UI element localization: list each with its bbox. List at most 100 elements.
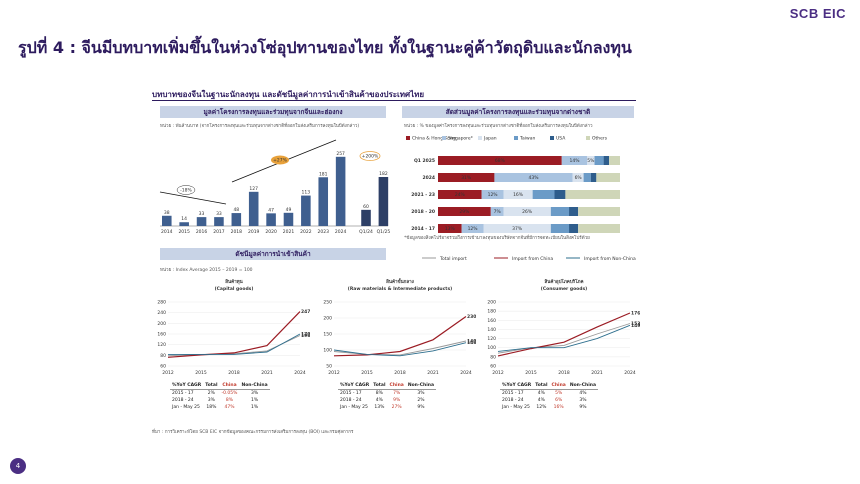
seg-1-3 <box>583 173 591 182</box>
seg-2-4 <box>554 190 566 199</box>
seg-label-2-1: 12% <box>488 192 499 198</box>
end-label-0-0: 247 <box>301 309 310 315</box>
legend-line-label-0: Total import <box>439 256 467 262</box>
legend-swatch-4 <box>550 136 554 140</box>
seg-2-5 <box>565 190 620 199</box>
panel-header-index: ดัชนีมูลค่าการนำเข้าสินค้า <box>160 248 386 260</box>
table-row: 2018 - 24 4% 6% 3% <box>500 397 598 404</box>
end-label-0-1: 196 <box>301 333 310 339</box>
seg-label-0-1: 14% <box>569 158 580 164</box>
end-label-2-0: 176 <box>631 310 640 316</box>
seg-3-3 <box>550 207 570 216</box>
tick-2018: 2018 <box>231 229 243 235</box>
xtick-0-3: 2021 <box>261 370 273 376</box>
ytick-0-1: 240 <box>157 310 166 316</box>
seg-0-1 <box>561 156 588 165</box>
seg-label-3-2: 26% <box>522 209 533 215</box>
chart-title-1: สินค้าขั้นกลาง <box>386 277 414 285</box>
table-header: %YoY CAGR <box>500 382 534 390</box>
bar-2020 <box>266 213 276 226</box>
annotation-3 <box>359 151 381 161</box>
source-note: ที่มา : การวิเคราะห์โดย SCB EIC จากข้อมู… <box>152 430 354 435</box>
series-line-0-1 <box>167 311 301 358</box>
bar-2021 <box>283 212 294 226</box>
chart-title-0: สินค้าทุน <box>225 278 244 285</box>
table-cell: 2015 - 17 <box>502 391 524 396</box>
seg-2-2 <box>503 190 533 199</box>
table-row: 2015 - 17 8% 7% 3% <box>338 390 436 398</box>
seg-3-0 <box>438 207 491 216</box>
row-label-0: Q1 2025 <box>414 158 435 164</box>
seg-0-4 <box>603 156 610 165</box>
table-cell: 8% <box>375 391 383 396</box>
legend-label-2: Japan <box>483 136 497 142</box>
xtick-2-1: 2015 <box>525 370 537 376</box>
ytick-2-2: 160 <box>487 318 496 324</box>
bar-2014 <box>162 215 172 226</box>
table-row: 2015 - 17 4% 5% 4% <box>500 390 598 398</box>
line-legend: Total import Import from China Import from… <box>422 256 636 262</box>
table-cell: 9% <box>417 405 425 410</box>
ytick-1-0: 250 <box>323 300 332 306</box>
table-header: China <box>387 382 406 390</box>
table-cell: 18% <box>206 405 217 410</box>
seg-label-4-2: 37% <box>512 226 523 232</box>
seg-3-4 <box>569 207 579 216</box>
row-label-2: 2021 - 23 <box>411 192 435 198</box>
bar-label-2016: 33 <box>199 211 205 217</box>
bar-Q1/25 <box>378 177 389 226</box>
brand-logo: SCB EIC <box>789 6 846 21</box>
table-row: Jan - May 25 13% 27% 9% <box>338 404 436 411</box>
table-row: Jan - May 25 18% 47% 1% <box>170 404 270 411</box>
bar-label-2015: 14 <box>181 216 187 222</box>
annotation-3-text: +200% <box>362 154 379 160</box>
table-cell: 6% <box>555 398 563 403</box>
ytick-2-4: 120 <box>487 336 496 342</box>
panel-header-share: สัดส่วนมูลค่าโครงการลงทุนและร่วมทุนจากต่… <box>402 106 634 118</box>
seg-4-4 <box>569 224 579 233</box>
seg-label-2-0: 24% <box>455 192 466 198</box>
seg-1-4 <box>590 173 597 182</box>
bar-2018 <box>231 213 242 226</box>
table-cell: 2015 - 17 <box>340 391 362 396</box>
tick-2015: 2015 <box>178 229 190 235</box>
table-header: Non-China <box>567 382 599 390</box>
bar-2017 <box>214 217 224 226</box>
end-label-1-0: 230 <box>467 314 476 320</box>
table-cell: Jan - May 25 <box>340 405 368 410</box>
bar-label-2019: 127 <box>249 186 258 192</box>
tick-2024: 2024 <box>335 229 347 235</box>
series-line-2-0 <box>497 323 631 354</box>
table-cell: 5% <box>555 391 563 396</box>
panel-unit-investment: หน่วย : พันล้านบาท (จากโครงการลงทุนและร่… <box>160 124 360 129</box>
seg-label-0-0: 68% <box>495 158 506 164</box>
seg-2-3 <box>532 190 555 199</box>
tick-2014: 2014 <box>161 229 173 235</box>
line-chart-intermediate: สินค้าขั้นกลาง(Raw materials & Intermedi… <box>323 277 476 376</box>
seg-2-1 <box>481 190 504 199</box>
table-header: %YoY CAGR <box>170 382 204 390</box>
bar-2019 <box>248 191 259 226</box>
seg-3-5 <box>578 207 620 216</box>
table-cell: 2018 - 24 <box>172 398 194 403</box>
table-row: 2015 - 17 2% -0.05% 3% <box>170 390 270 398</box>
table-cell: 7% <box>393 391 401 396</box>
tick-2019: 2019 <box>248 229 260 235</box>
panel-header-investment: มูลค่าโครงการลงทุนและร่วมทุนจากจีนและฮ่อ… <box>160 106 386 118</box>
bar-label-2023: 181 <box>319 171 328 177</box>
investment-bar-chart: 38 2014 14 2015 33 2016 33 2017 48 2018 127 2019 47 2… <box>159 139 390 235</box>
seg-label-0-2: 5% <box>587 158 595 164</box>
legend-swatch-1 <box>442 136 446 140</box>
table-cell: 1% <box>250 398 259 403</box>
chart-title-2: สินค้าอุปโภคบริโภค <box>544 278 583 285</box>
table-cell: 27% <box>391 405 402 410</box>
ytick-2-5: 100 <box>487 345 496 351</box>
xtick-0-2: 2018 <box>228 370 240 376</box>
seg-1-5 <box>596 173 620 182</box>
legend-label-3: Taiwan <box>519 136 535 142</box>
table-cell: Jan - May 25 <box>502 405 530 410</box>
tick-Q1/24: Q1/24 <box>359 229 373 235</box>
table-cell: 2018 - 24 <box>502 398 524 403</box>
table-cell: 2% <box>207 391 215 396</box>
legend-swatch-3 <box>514 136 518 140</box>
